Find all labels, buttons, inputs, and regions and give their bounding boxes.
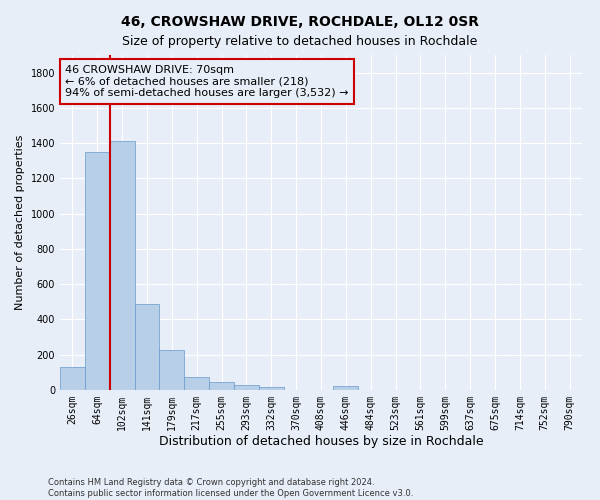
Text: Contains HM Land Registry data © Crown copyright and database right 2024.
Contai: Contains HM Land Registry data © Crown c… [48, 478, 413, 498]
Bar [209, 382, 234, 390]
Bar [184, 377, 209, 390]
Bar [234, 385, 259, 390]
Text: Distribution of detached houses by size in Rochdale: Distribution of detached houses by size … [158, 435, 484, 448]
Bar [60, 367, 85, 390]
Text: Size of property relative to detached houses in Rochdale: Size of property relative to detached ho… [122, 35, 478, 48]
Bar [160, 350, 184, 390]
Bar [85, 152, 110, 390]
Bar [110, 142, 134, 390]
Y-axis label: Number of detached properties: Number of detached properties [15, 135, 25, 310]
Bar [134, 304, 160, 390]
Text: 46 CROWSHAW DRIVE: 70sqm
← 6% of detached houses are smaller (218)
94% of semi-d: 46 CROWSHAW DRIVE: 70sqm ← 6% of detache… [65, 65, 349, 98]
Bar [334, 386, 358, 390]
Bar [259, 387, 284, 390]
Text: 46, CROWSHAW DRIVE, ROCHDALE, OL12 0SR: 46, CROWSHAW DRIVE, ROCHDALE, OL12 0SR [121, 15, 479, 29]
